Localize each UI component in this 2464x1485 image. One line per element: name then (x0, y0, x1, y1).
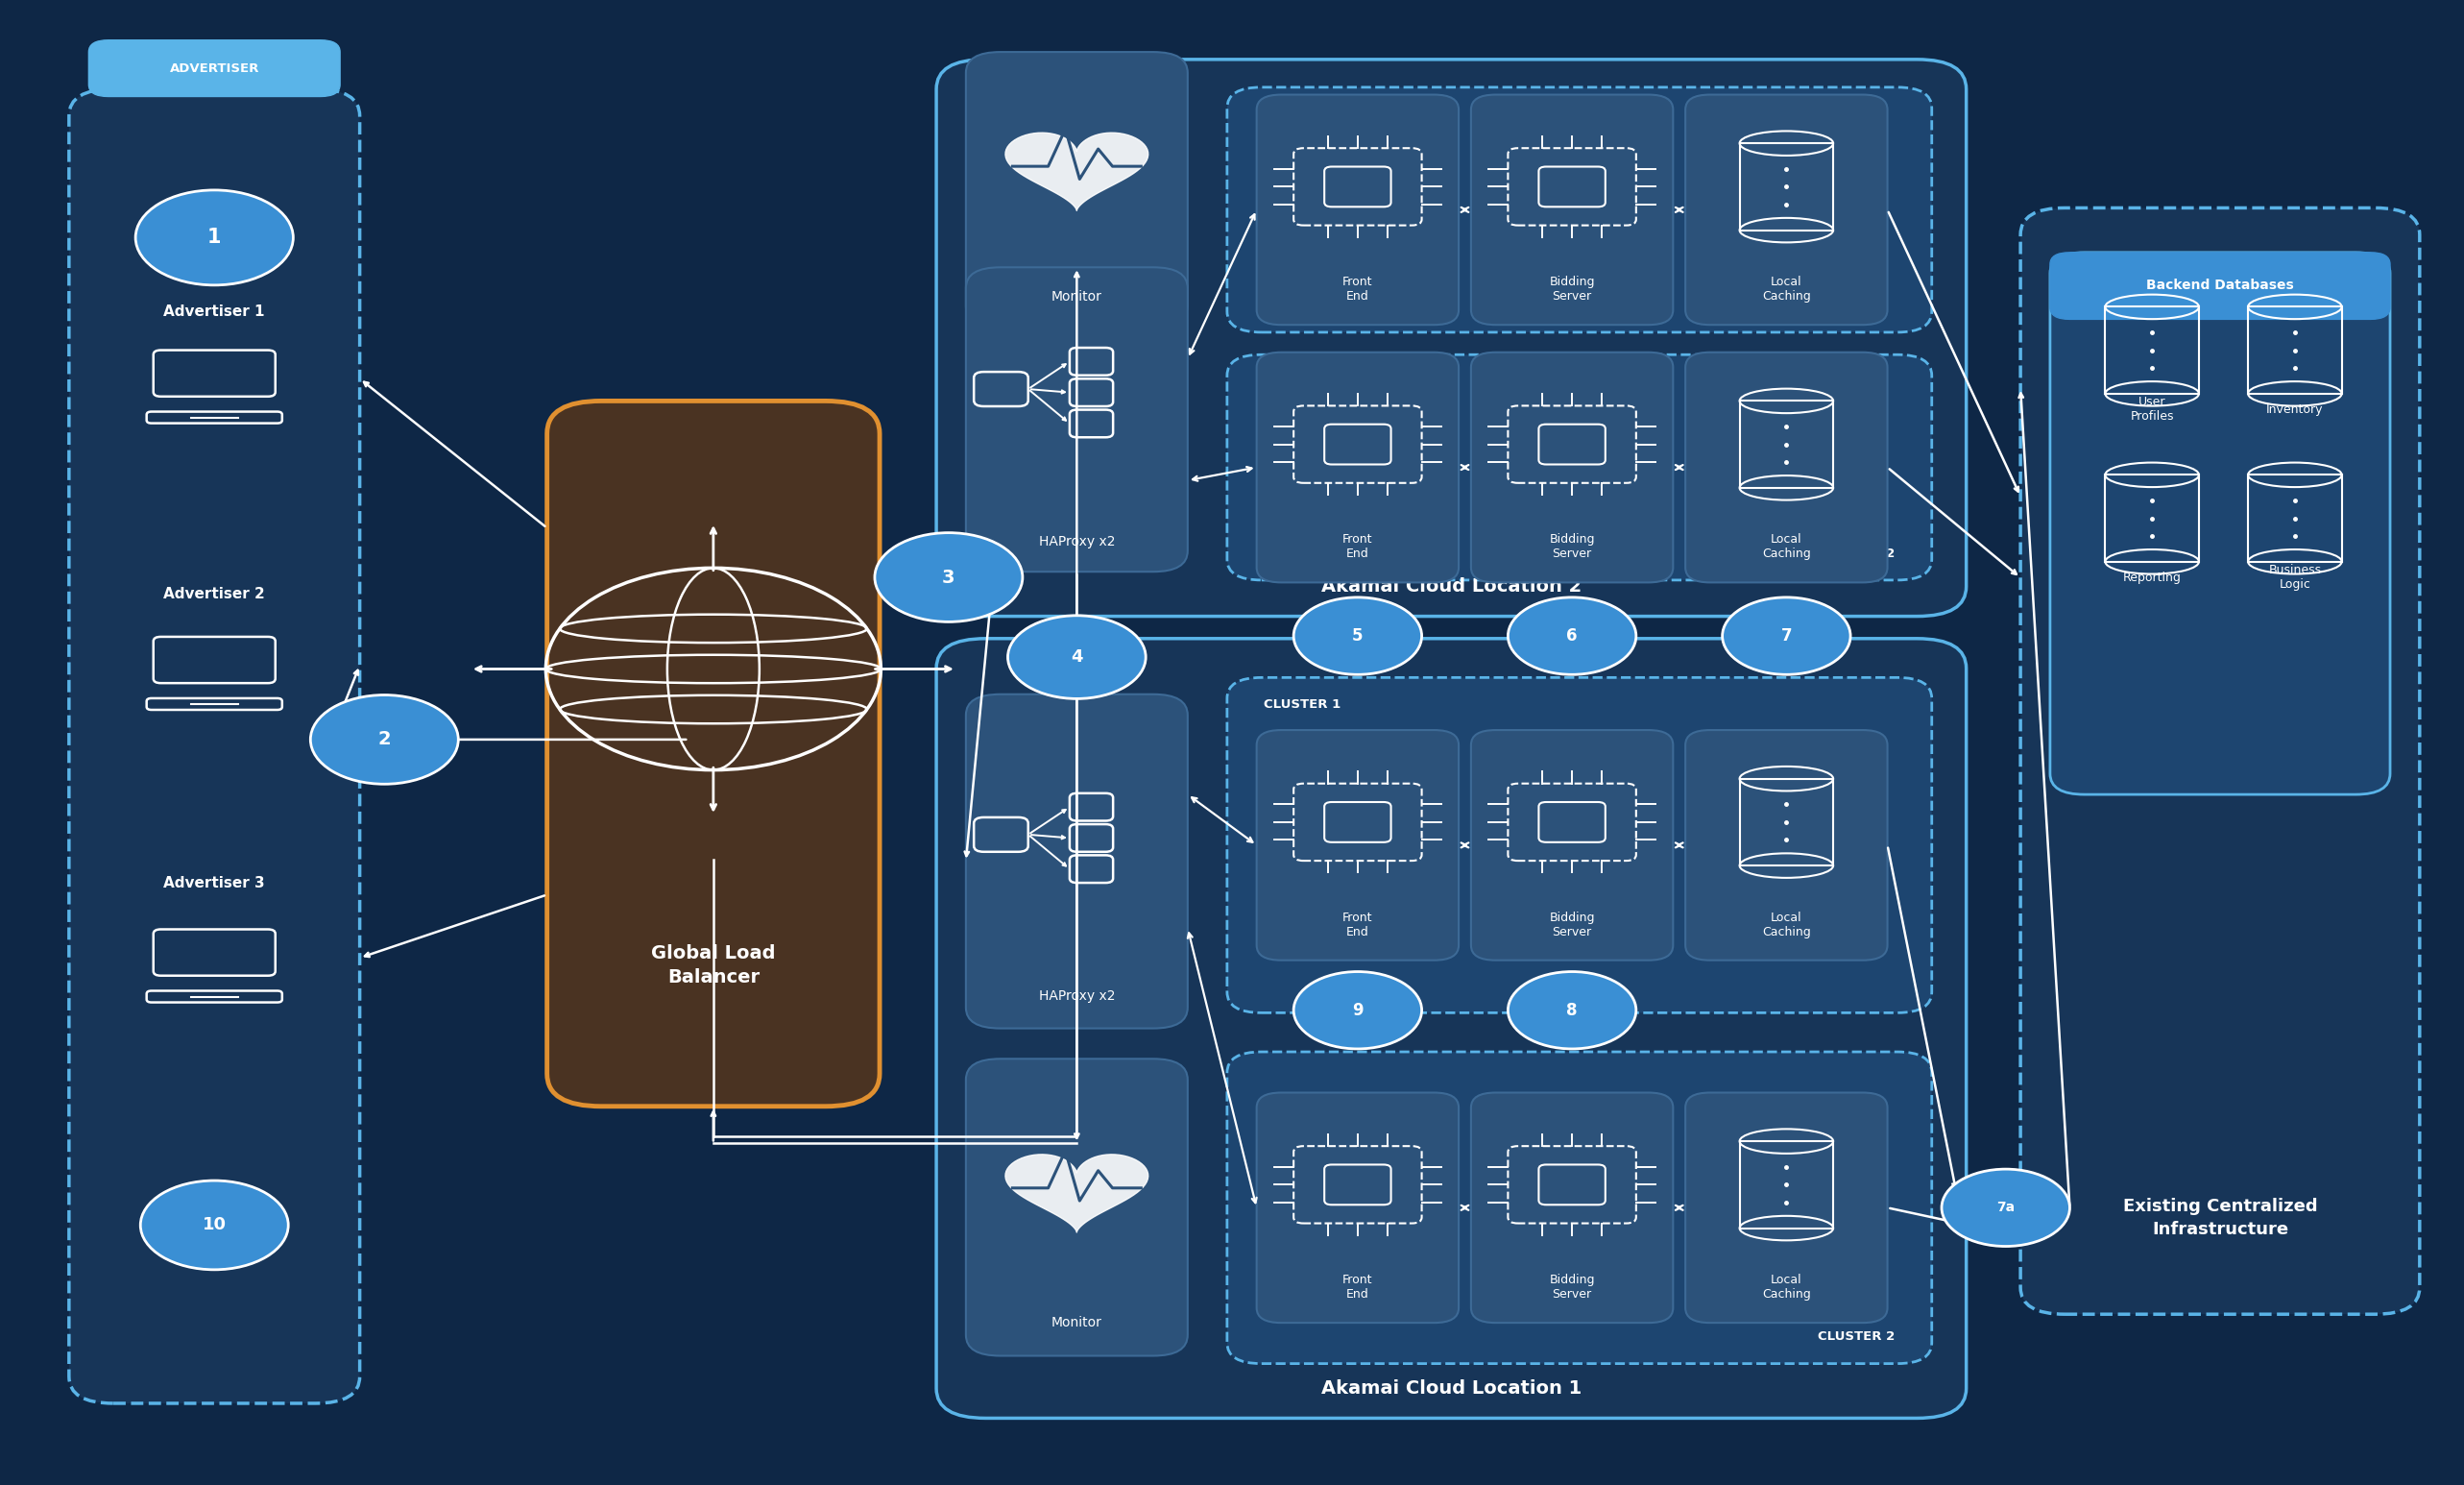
Polygon shape (1005, 132, 1148, 211)
Circle shape (1294, 597, 1422, 674)
Text: Front
End: Front End (1343, 276, 1372, 303)
Text: Bidding
Server: Bidding Server (1550, 912, 1594, 939)
Text: Business
Logic: Business Logic (2269, 564, 2321, 591)
FancyBboxPatch shape (2020, 208, 2420, 1314)
Text: Backend Databases: Backend Databases (2146, 278, 2294, 293)
FancyBboxPatch shape (966, 267, 1188, 572)
Circle shape (1722, 597, 1850, 674)
Text: CLUSTER 2: CLUSTER 2 (1818, 546, 1895, 560)
FancyBboxPatch shape (1257, 1093, 1459, 1323)
Text: Global Load
Balancer: Global Load Balancer (650, 944, 776, 986)
FancyBboxPatch shape (1257, 95, 1459, 325)
Circle shape (1508, 971, 1636, 1048)
FancyBboxPatch shape (1685, 731, 1887, 961)
Text: CLUSTER 2: CLUSTER 2 (1818, 1331, 1895, 1342)
FancyBboxPatch shape (2050, 252, 2390, 319)
Text: Local
Caching: Local Caching (1762, 1274, 1811, 1301)
Text: 3: 3 (941, 569, 956, 587)
Text: User
Profiles: User Profiles (2131, 396, 2173, 423)
Text: Existing Centralized
Infrastructure: Existing Centralized Infrastructure (2124, 1198, 2316, 1237)
Polygon shape (1005, 1154, 1148, 1233)
Text: ADVERTISER: ADVERTISER (170, 62, 259, 74)
Text: 4: 4 (1072, 649, 1082, 665)
Text: Monitor: Monitor (1052, 1316, 1101, 1331)
Text: Local
Caching: Local Caching (1762, 912, 1811, 939)
Bar (1740, 778, 1833, 866)
FancyBboxPatch shape (2050, 252, 2390, 794)
Text: Bidding
Server: Bidding Server (1550, 533, 1594, 560)
FancyBboxPatch shape (69, 89, 360, 1403)
FancyBboxPatch shape (966, 1059, 1188, 1356)
FancyBboxPatch shape (1685, 1093, 1887, 1323)
Circle shape (1008, 615, 1146, 699)
Bar (2104, 307, 2198, 394)
FancyBboxPatch shape (1227, 88, 1932, 333)
FancyBboxPatch shape (936, 59, 1966, 616)
Circle shape (1294, 971, 1422, 1048)
Text: Bidding
Server: Bidding Server (1550, 276, 1594, 303)
FancyBboxPatch shape (1227, 355, 1932, 581)
FancyBboxPatch shape (1471, 731, 1673, 961)
FancyBboxPatch shape (1227, 1051, 1932, 1363)
Circle shape (136, 190, 293, 285)
Text: Akamai Cloud Location 2: Akamai Cloud Location 2 (1321, 578, 1582, 595)
Circle shape (140, 1181, 288, 1270)
FancyBboxPatch shape (547, 401, 880, 1106)
Text: 2: 2 (377, 731, 392, 748)
Bar (2104, 475, 2198, 561)
Text: Local
Caching: Local Caching (1762, 533, 1811, 560)
Text: Front
End: Front End (1343, 912, 1372, 939)
Text: CLUSTER 1: CLUSTER 1 (1540, 104, 1619, 116)
Bar (1740, 144, 1833, 230)
FancyBboxPatch shape (89, 40, 340, 97)
Text: Advertiser 1: Advertiser 1 (163, 304, 266, 319)
Bar (2247, 475, 2341, 561)
Text: 1: 1 (207, 229, 222, 247)
FancyBboxPatch shape (1257, 352, 1459, 582)
Text: Front
End: Front End (1343, 1274, 1372, 1301)
Text: Advertiser 2: Advertiser 2 (163, 587, 266, 601)
FancyBboxPatch shape (1471, 1093, 1673, 1323)
Text: CLUSTER 1: CLUSTER 1 (1264, 698, 1340, 710)
Text: 8: 8 (1567, 1001, 1577, 1019)
FancyBboxPatch shape (1227, 677, 1932, 1013)
Text: 7a: 7a (1996, 1201, 2016, 1215)
Circle shape (310, 695, 458, 784)
Bar (1740, 401, 1833, 487)
FancyBboxPatch shape (1685, 352, 1887, 582)
Circle shape (1942, 1169, 2070, 1246)
Text: Front
End: Front End (1343, 533, 1372, 560)
Text: HAProxy x2: HAProxy x2 (1040, 535, 1114, 549)
Circle shape (1508, 597, 1636, 674)
FancyBboxPatch shape (936, 639, 1966, 1418)
FancyBboxPatch shape (1685, 95, 1887, 325)
FancyBboxPatch shape (966, 52, 1188, 327)
Text: Local
Caching: Local Caching (1762, 276, 1811, 303)
Text: 10: 10 (202, 1216, 227, 1234)
Text: Monitor: Monitor (1052, 290, 1101, 304)
Text: Bidding
Server: Bidding Server (1550, 1274, 1594, 1301)
Text: 7: 7 (1781, 627, 1791, 644)
Bar (2247, 307, 2341, 394)
FancyBboxPatch shape (1471, 352, 1673, 582)
FancyBboxPatch shape (1471, 95, 1673, 325)
Circle shape (875, 533, 1023, 622)
FancyBboxPatch shape (1257, 731, 1459, 961)
FancyBboxPatch shape (966, 695, 1188, 1028)
Text: Advertiser 3: Advertiser 3 (163, 876, 266, 891)
Text: 6: 6 (1567, 627, 1577, 644)
Text: Inventory: Inventory (2267, 404, 2324, 416)
Text: HAProxy x2: HAProxy x2 (1040, 989, 1114, 1002)
Text: 5: 5 (1353, 627, 1363, 644)
Text: Akamai Cloud Location 1: Akamai Cloud Location 1 (1321, 1380, 1582, 1397)
Bar (1740, 1142, 1833, 1228)
Text: Reporting: Reporting (2124, 572, 2181, 584)
Text: 9: 9 (1353, 1001, 1363, 1019)
